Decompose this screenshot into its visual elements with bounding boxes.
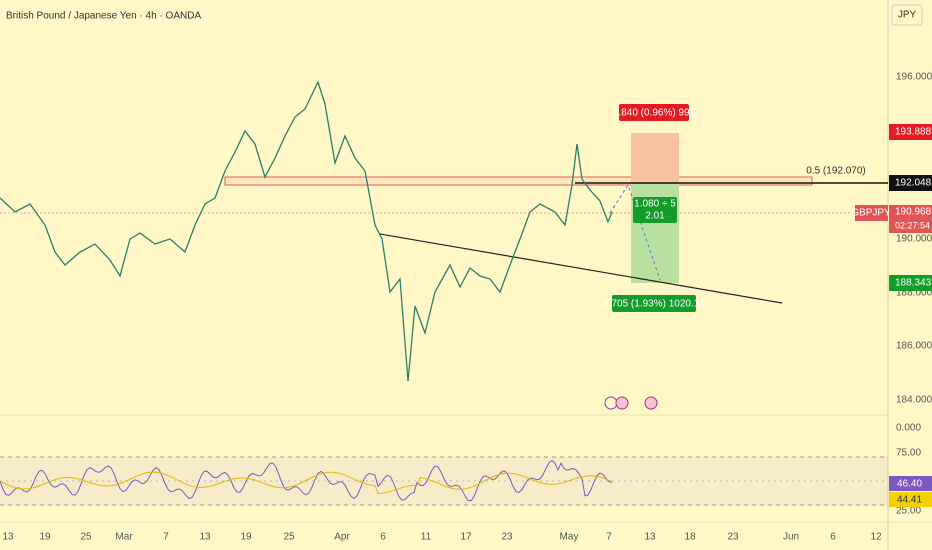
symbol: GBPJPY	[851, 208, 891, 219]
time-axis-label: 12	[870, 532, 882, 543]
price-axis-label: 196.000	[896, 72, 932, 83]
time-axis-label: 17	[460, 532, 472, 543]
time-axis-label: 13	[2, 532, 14, 543]
risk-box	[631, 133, 679, 183]
time-axis-label: 13	[644, 532, 656, 543]
currency-box[interactable]	[891, 4, 923, 26]
time-axis-label: 25	[283, 532, 295, 543]
risk-label: 1.840 (0.96%) 990	[613, 108, 696, 119]
target-tag	[889, 124, 932, 140]
level-tag	[889, 175, 932, 191]
time-axis-label: 25	[80, 532, 92, 543]
chart-title: British Pound / Japanese Yen · 4h · OAND…	[6, 11, 201, 22]
currency[interactable]: JPY	[898, 10, 917, 21]
fib-label: 0.5 (192.070)	[806, 166, 866, 177]
rsi-value: 46.40	[897, 479, 922, 490]
time-axis-label: May	[560, 532, 579, 543]
price-axis-label: 184.000	[896, 395, 932, 406]
ratio-value: 2.01	[645, 211, 665, 222]
reward-label-box	[612, 295, 696, 312]
stop-tag	[889, 275, 932, 291]
level-price: 192.048	[895, 178, 932, 189]
time-axis-label: 19	[39, 532, 51, 543]
price-axis-label: 186.000	[896, 341, 932, 352]
last-price: 190.968	[895, 207, 932, 218]
resistance-zone	[224, 176, 813, 186]
time-axis-label: 7	[163, 532, 169, 543]
rsi-ma-value: 44.41	[897, 495, 922, 506]
risk-label-box	[619, 104, 689, 121]
time-axis-label: 6	[380, 532, 386, 543]
price-axis-label: 188.000	[896, 288, 932, 299]
reward-label: 3.705 (1.93%) 1020.14	[603, 299, 705, 310]
ratio-box	[633, 197, 677, 223]
time-axis-label: 18	[684, 532, 696, 543]
symbol-tag	[855, 205, 888, 221]
time-axis-label: Apr	[334, 532, 350, 543]
price-axis-label: 0.000	[896, 423, 921, 434]
event-icon[interactable]	[644, 396, 658, 410]
rsi-ma-tag	[889, 492, 932, 507]
rsi-ma-line	[0, 471, 613, 495]
time-axis-label: 19	[240, 532, 252, 543]
time-axis-label: 23	[727, 532, 739, 543]
price-path	[0, 80, 613, 382]
target-price: 193.888	[895, 127, 932, 138]
time-axis: 13 19 25 Mar 7 13 19 25 Apr 6 11 17 23 May 7 13 18 23 Jun 6…	[2, 532, 882, 543]
time-axis-label: 7	[606, 532, 612, 543]
time-axis-label: Mar	[115, 532, 133, 543]
time-axis-label: 6	[830, 532, 836, 543]
countdown: 02:27:54	[895, 220, 930, 230]
ratio-label: 1.080 ÷ 5	[634, 199, 676, 210]
rsi-axis-label: 75.00	[896, 448, 921, 459]
time-axis-label: 23	[501, 532, 513, 543]
last-tag	[889, 205, 932, 233]
rsi-axis-label: 25.00	[896, 506, 921, 517]
price-axis-label: 190.000	[896, 234, 932, 245]
time-axis-label: 11	[421, 532, 432, 543]
rsi-tag	[889, 476, 932, 491]
time-axis-label: Jun	[783, 532, 799, 543]
trend-line	[379, 233, 783, 304]
event-icon[interactable]	[615, 396, 629, 410]
rsi-line	[0, 459, 613, 502]
stop-price: 188.343	[895, 278, 932, 289]
time-axis-label: 13	[199, 532, 211, 543]
